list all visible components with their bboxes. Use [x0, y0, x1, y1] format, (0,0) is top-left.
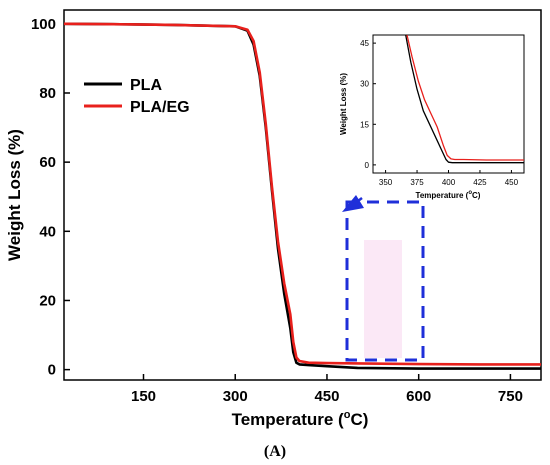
y-tick-label: 30 [360, 80, 369, 89]
series-line-pla [405, 34, 524, 164]
y-tick-label: 60 [39, 154, 56, 171]
y-tick-label: 100 [31, 16, 56, 33]
y-tick-label: 80 [39, 85, 56, 102]
x-axis-title: Temperature (oC) [232, 409, 369, 429]
x-tick-label: 450 [505, 178, 519, 187]
inset-x-ticks: 350 375 400 425 450 [379, 170, 519, 187]
legend-label-pla: PLA [130, 77, 162, 94]
main-series-group [63, 22, 541, 370]
y-tick-label: 0 [48, 362, 56, 379]
x-tick-label: 350 [379, 178, 393, 187]
x-tick-label: 425 [473, 178, 487, 187]
inset-y-ticks: 0 15 30 45 [360, 39, 376, 170]
y-tick-label: 40 [39, 223, 56, 240]
zoom-arrow [342, 195, 364, 212]
series-line-pla-eg [406, 34, 524, 161]
y-tick-label: 15 [360, 120, 369, 129]
figure-caption: (A) [264, 443, 286, 460]
main-x-ticks: 150 300 450 600 750 [131, 374, 523, 405]
y-tick-label: 0 [365, 161, 370, 170]
x-tick-label: 150 [131, 388, 156, 405]
y-tick-label: 45 [360, 39, 369, 48]
x-tick-label: 375 [410, 178, 424, 187]
main-y-ticks: 0 20 40 60 80 100 [31, 16, 70, 379]
inset-series-group [405, 34, 524, 164]
x-tick-label: 400 [442, 178, 456, 187]
x-tick-label: 450 [314, 388, 339, 405]
legend-label-plaeg: PLA/EG [130, 99, 190, 116]
zoom-box [345, 200, 425, 362]
x-tick-label: 750 [498, 388, 523, 405]
highlight-fill [364, 240, 402, 358]
y-axis-title: Weight Loss (%) [5, 129, 24, 261]
series-line-pla-eg [63, 22, 541, 366]
x-tick-label: 600 [406, 388, 431, 405]
inset-y-axis-title: Weight Loss (%) [339, 73, 348, 135]
inset-frame [372, 34, 525, 174]
y-tick-label: 20 [39, 292, 56, 309]
legend: PLA PLA/EG [84, 77, 190, 116]
inset-x-axis-title: Temperature (oC) [416, 190, 481, 200]
x-tick-label: 300 [223, 388, 248, 405]
